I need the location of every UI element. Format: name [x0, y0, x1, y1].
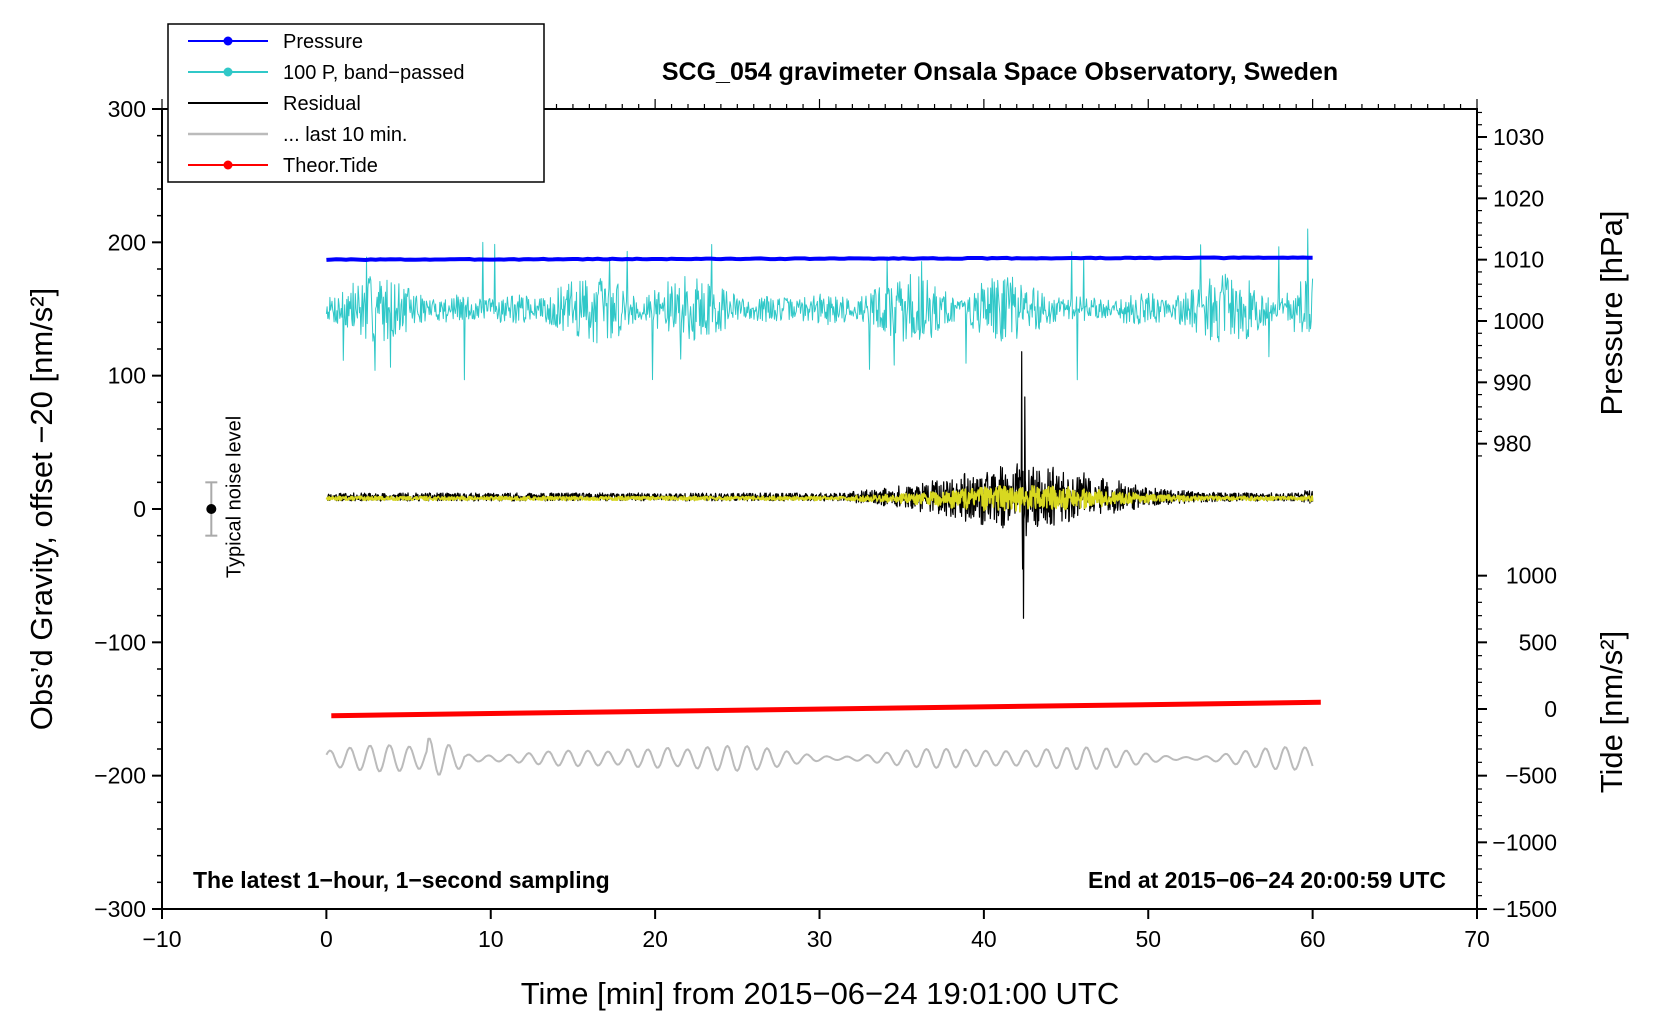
y-axis-tide: 1000 500 0 −500 −1000 −1500 — [1477, 563, 1557, 922]
legend-label: Pressure — [283, 31, 363, 53]
x-tick-label: 60 — [1300, 926, 1326, 952]
pressure-tick-label: 990 — [1493, 369, 1531, 395]
pressure-tick-label: 1020 — [1493, 185, 1544, 211]
x-tick-label: 50 — [1135, 926, 1161, 952]
legend-label: Residual — [283, 93, 361, 115]
pressure-tick-label: 980 — [1493, 431, 1531, 457]
x-tick-label: 30 — [807, 926, 833, 952]
x-tick-label: 10 — [478, 926, 504, 952]
x-axis-title: Time [min] from 2015−06−24 19:01:00 UTC — [521, 976, 1120, 1011]
theor-tide-line — [331, 699, 1321, 719]
noise-level-label: Typical noise level — [223, 416, 245, 578]
y-axis-pressure: 1030 1020 1010 1000 990 980 — [1477, 111, 1544, 457]
y-tick-label: 200 — [108, 229, 146, 255]
series-layer — [325, 228, 1321, 776]
tide-axis-title: Tide [nm/s²] — [1594, 631, 1629, 794]
tide-tick-label: −1000 — [1492, 829, 1557, 855]
noise-level-indicator: Typical noise level — [205, 416, 245, 578]
legend-marker — [223, 160, 233, 170]
x-tick-label: −10 — [142, 926, 181, 952]
y-tick-label: 100 — [108, 363, 146, 389]
legend-label: 100 P, band−passed — [283, 62, 464, 84]
x-tick-label: 0 — [320, 926, 333, 952]
legend-marker — [223, 36, 233, 46]
legend-marker — [223, 67, 233, 77]
pressure-tick-label: 1000 — [1493, 308, 1544, 334]
tide-tick-label: −1500 — [1492, 896, 1557, 922]
x-tick-label: 40 — [971, 926, 997, 952]
x-tick-label: 70 — [1464, 926, 1490, 952]
y-tick-label: −100 — [94, 629, 146, 655]
sampling-annotation: The latest 1−hour, 1−second sampling — [193, 867, 610, 893]
y-tick-label: 0 — [133, 496, 146, 522]
pressure-line — [326, 255, 1313, 262]
tide-tick-label: −500 — [1505, 763, 1557, 789]
tide-tick-label: 500 — [1519, 629, 1557, 655]
legend-entries: Pressure 100 P, band−passed Residual ... la… — [188, 31, 464, 177]
y-axis-left: 300 200 100 0 −100 −200 −300 — [94, 96, 162, 922]
noise-level-dot — [206, 504, 217, 514]
pressure-tick-label: 1010 — [1493, 247, 1544, 273]
x-tick-label: 20 — [642, 926, 668, 952]
residual-filtered-line — [325, 485, 1314, 513]
tide-tick-label: 1000 — [1506, 563, 1557, 589]
last-10-min-line — [325, 737, 1314, 776]
y-tick-label: −300 — [94, 896, 146, 922]
pressure-axis-title: Pressure [hPa] — [1594, 210, 1629, 415]
y-tick-label: −200 — [94, 763, 146, 789]
x-axis: −10 0 10 20 30 40 50 60 70 — [142, 99, 1490, 952]
y-axis-title: Obs’d Gravity, offset −20 [nm/s²] — [24, 288, 59, 731]
pressure-bandpassed-line — [325, 228, 1314, 381]
pressure-tick-label: 1030 — [1493, 124, 1544, 150]
y-tick-label: 300 — [108, 96, 146, 122]
end-time-annotation: End at 2015−06−24 20:00:59 UTC — [1088, 867, 1446, 893]
legend-label: Theor.Tide — [283, 155, 378, 177]
tide-tick-label: 0 — [1544, 696, 1557, 722]
legend-label: ... last 10 min. — [283, 124, 408, 146]
chart-title: SCG_054 gravimeter Onsala Space Observat… — [662, 58, 1338, 86]
legend: Pressure 100 P, band−passed Residual ... la… — [167, 23, 545, 183]
